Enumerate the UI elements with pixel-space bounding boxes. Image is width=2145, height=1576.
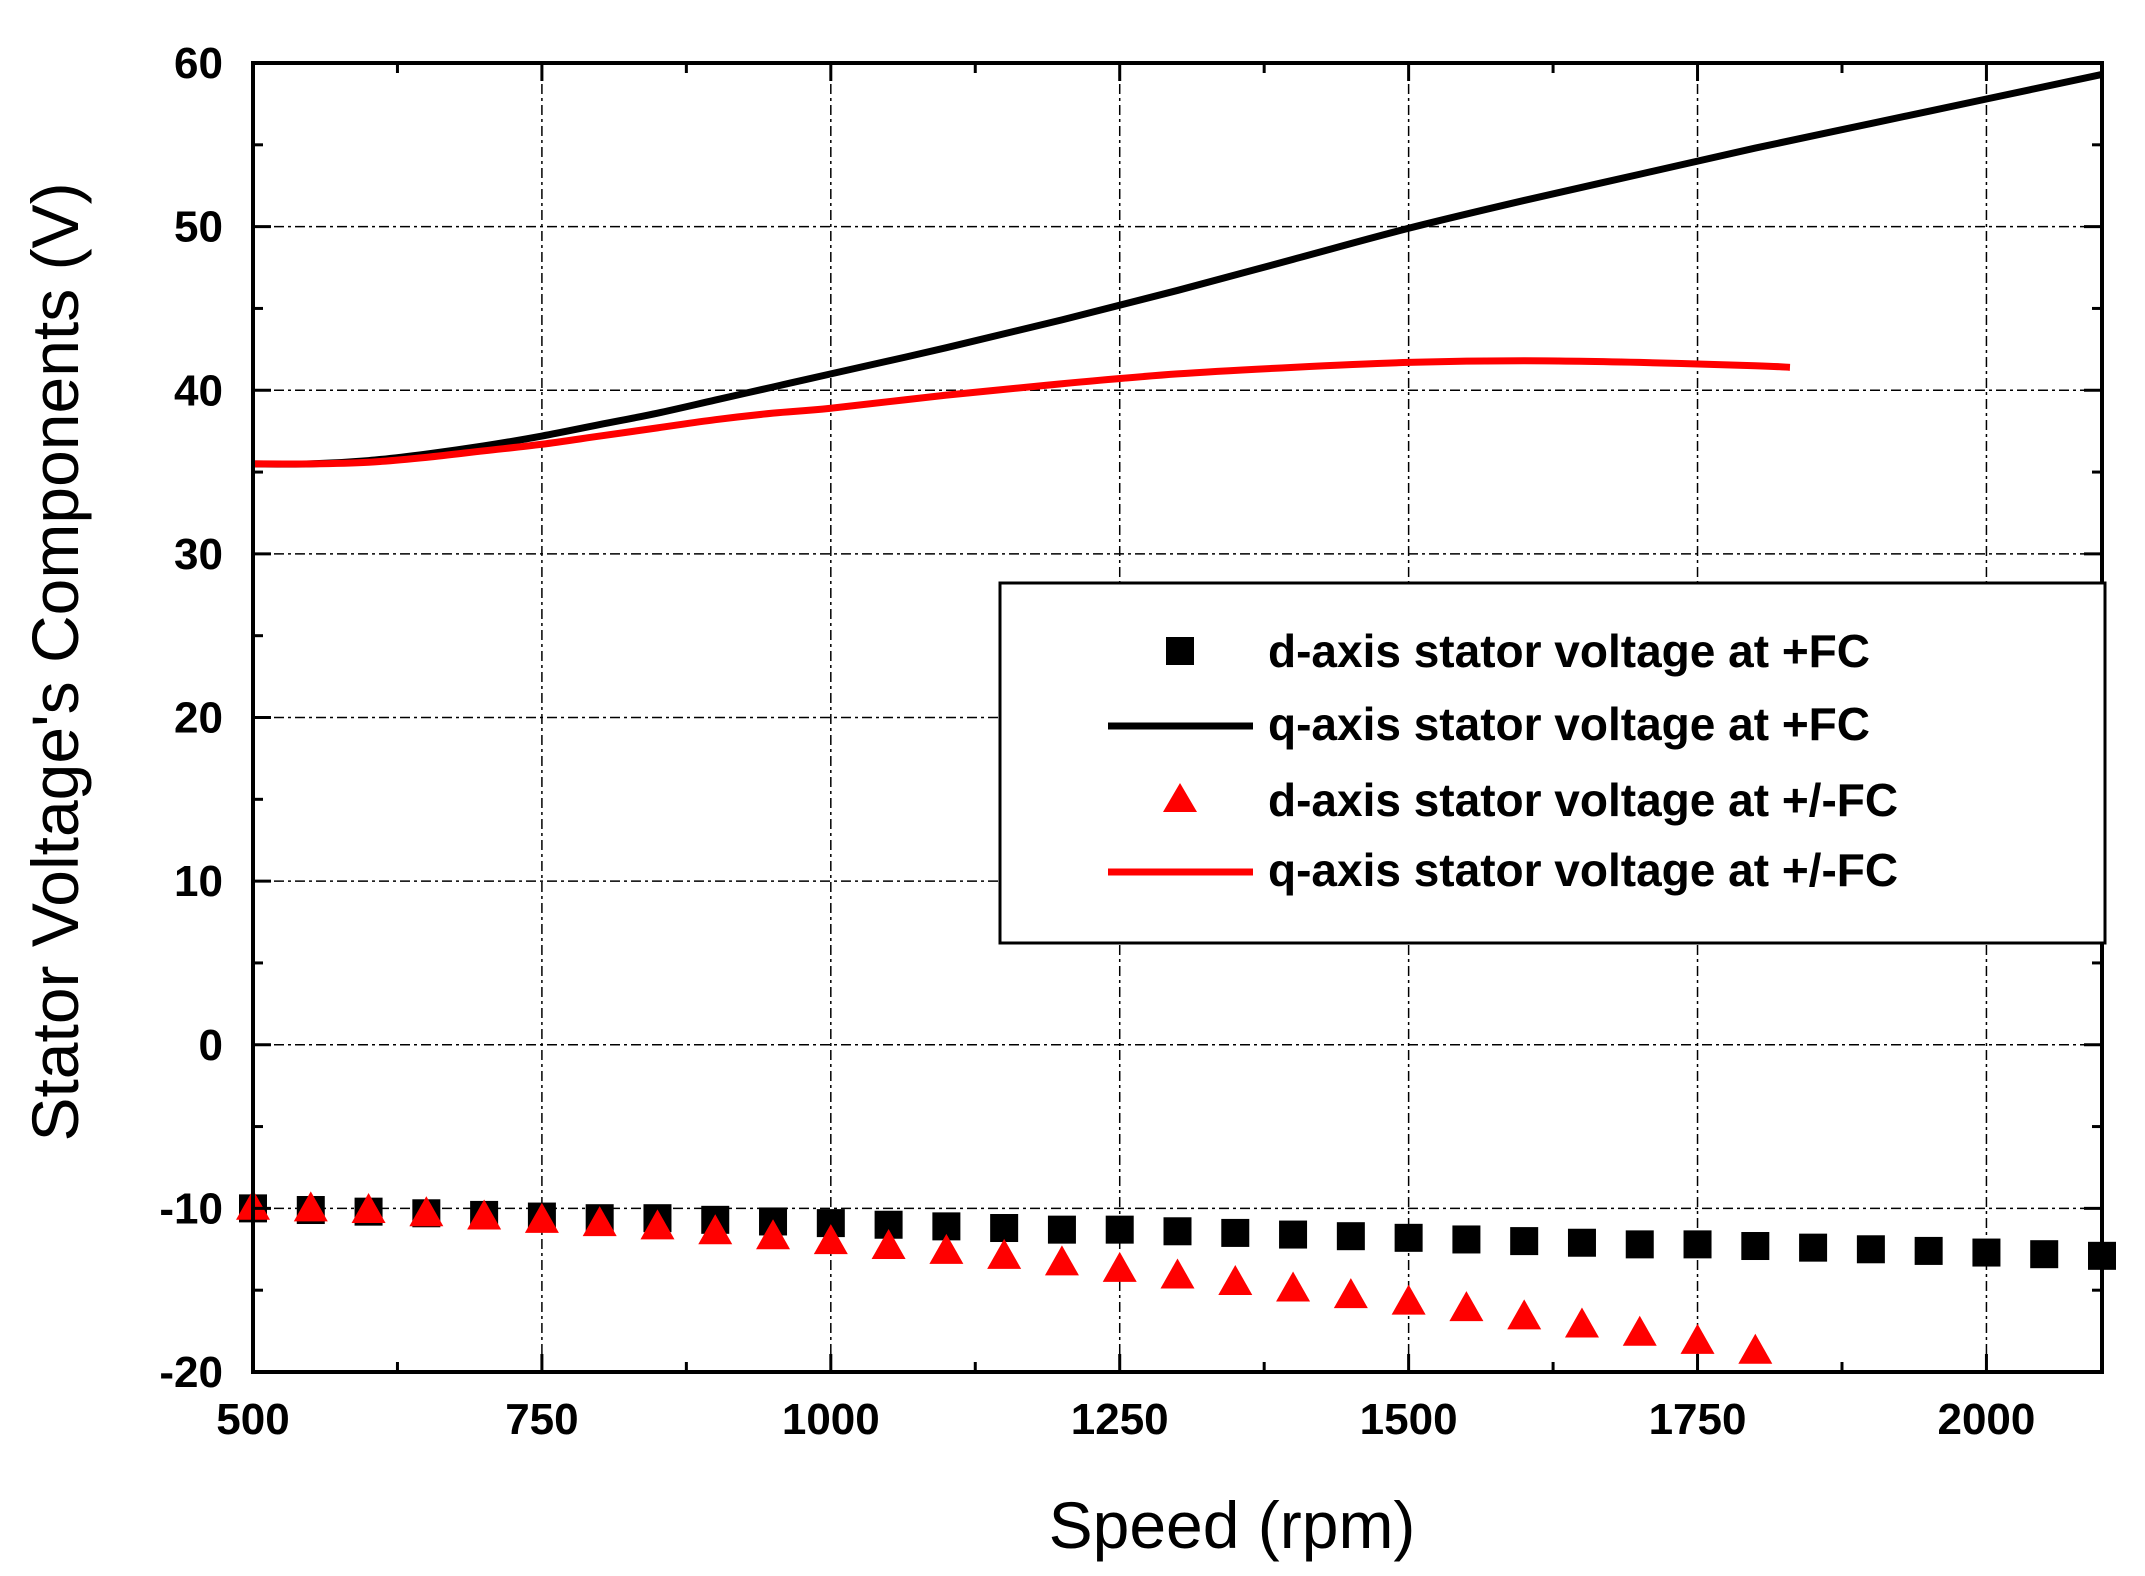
x-tick-label: 750 bbox=[505, 1395, 578, 1444]
series-2-point bbox=[929, 1233, 964, 1264]
series-2-point bbox=[1391, 1284, 1426, 1315]
series-0-point bbox=[1856, 1235, 1885, 1264]
series-2-point bbox=[582, 1206, 617, 1237]
series-2-point bbox=[640, 1209, 675, 1240]
series-2-point bbox=[1449, 1291, 1484, 1322]
y-tick-label: 60 bbox=[174, 39, 223, 88]
series-0-point bbox=[1510, 1227, 1539, 1256]
series-2-point bbox=[1507, 1299, 1542, 1330]
legend-label-q-axis-pm-fc: q-axis stator voltage at +/-FC bbox=[1268, 844, 1898, 896]
series-2-point bbox=[524, 1202, 559, 1233]
x-tick-label: 1250 bbox=[1071, 1395, 1169, 1444]
series-2-point bbox=[1276, 1271, 1311, 1302]
y-tick-label: 30 bbox=[174, 530, 223, 579]
legend-label-q-axis-fc: q-axis stator voltage at +FC bbox=[1268, 698, 1870, 750]
x-axis-title: Speed (rpm) bbox=[1049, 1488, 1416, 1562]
series-0-point bbox=[1221, 1218, 1250, 1247]
series-2-point bbox=[1044, 1245, 1079, 1276]
series-2-point bbox=[1218, 1265, 1253, 1296]
series-0-point bbox=[1741, 1232, 1770, 1261]
series-2-point bbox=[293, 1191, 328, 1222]
series-0-point bbox=[1972, 1238, 2001, 1267]
series-2-point bbox=[467, 1199, 502, 1230]
series-0-point bbox=[1567, 1228, 1596, 1257]
series-3-line bbox=[252, 357, 1791, 468]
series-2-point bbox=[1333, 1278, 1368, 1309]
x-tick-label: 2000 bbox=[1937, 1395, 2035, 1444]
series-2-point bbox=[351, 1193, 386, 1224]
series-0-point bbox=[1625, 1230, 1654, 1259]
series-0-point bbox=[990, 1214, 1019, 1243]
y-tick-label: 50 bbox=[174, 203, 223, 252]
tick-labels: 500 750 1000 1250 1500 1750 2000 -20 -10 0 10 20 30 4… bbox=[159, 39, 2035, 1444]
y-tick-label: 40 bbox=[174, 366, 223, 415]
series-2-point bbox=[698, 1214, 733, 1245]
legend-marker-d-axis-fc bbox=[1166, 637, 1194, 665]
series-2-point bbox=[813, 1224, 848, 1255]
legend: d-axis stator voltage at +FC q-axis stat… bbox=[998, 581, 2107, 945]
y-tick-label: 10 bbox=[174, 857, 223, 906]
series-0-point bbox=[1683, 1230, 1712, 1259]
ticks bbox=[251, 61, 2102, 1374]
series-2-point bbox=[1564, 1307, 1599, 1338]
y-tick-label: -20 bbox=[159, 1348, 223, 1397]
series-layer bbox=[236, 71, 2116, 1364]
series-0-point bbox=[1394, 1223, 1423, 1252]
series-0-point bbox=[1452, 1225, 1481, 1254]
series-0-point bbox=[1047, 1215, 1076, 1244]
legend-marker-d-axis-pm-fc bbox=[1163, 783, 1197, 812]
legend-label-d-axis-pm-fc: d-axis stator voltage at +/-FC bbox=[1268, 774, 1898, 826]
x-tick-label: 1750 bbox=[1649, 1395, 1747, 1444]
series-0-point bbox=[1799, 1233, 1828, 1262]
x-tick-label: 1500 bbox=[1360, 1395, 1458, 1444]
series-2-point bbox=[409, 1196, 444, 1227]
series-0-point bbox=[1279, 1220, 1308, 1249]
y-axis-title: Stator Voltage's Components (V) bbox=[18, 182, 92, 1141]
x-tick-label: 1000 bbox=[782, 1395, 880, 1444]
y-tick-label: -10 bbox=[159, 1184, 223, 1233]
series-2-point bbox=[756, 1219, 791, 1250]
x-tick-label: 500 bbox=[216, 1395, 289, 1444]
series-0-point bbox=[1336, 1222, 1365, 1251]
series-2-point bbox=[1622, 1315, 1657, 1346]
series-0-point bbox=[1914, 1236, 1943, 1265]
legend-label-d-axis-fc: d-axis stator voltage at +FC bbox=[1268, 625, 1870, 677]
series-2-point bbox=[1160, 1258, 1195, 1289]
series-0-point bbox=[2030, 1240, 2059, 1269]
series-1-line bbox=[252, 71, 2103, 468]
series-2-point bbox=[987, 1238, 1022, 1269]
series-2-point bbox=[1680, 1323, 1715, 1354]
y-tick-label: 0 bbox=[199, 1021, 223, 1070]
series-0-point bbox=[1163, 1217, 1192, 1246]
series-2-point bbox=[871, 1229, 906, 1260]
series-2-point bbox=[1738, 1333, 1773, 1364]
series-2-point bbox=[1102, 1251, 1137, 1282]
series-0-point bbox=[1105, 1215, 1134, 1244]
y-tick-label: 20 bbox=[174, 694, 223, 743]
